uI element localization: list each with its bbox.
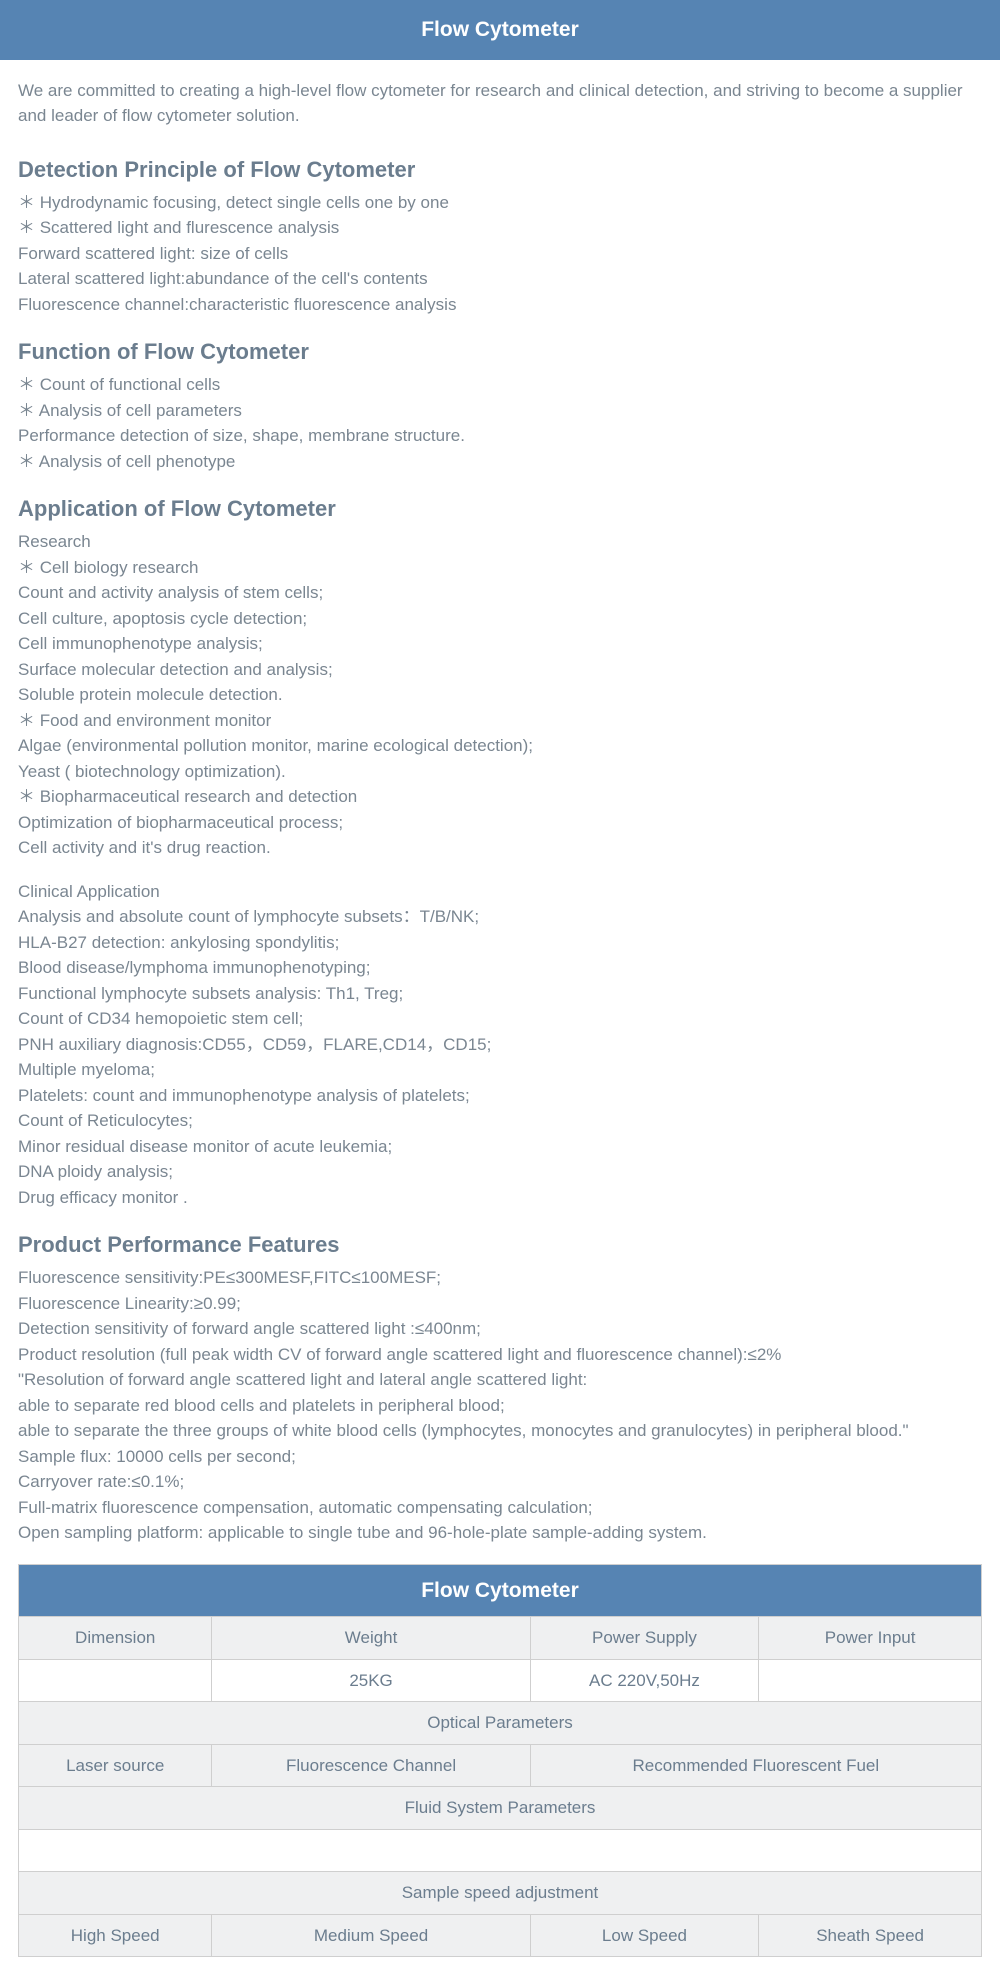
text-line: Product resolution (full peak width CV o… (18, 1342, 982, 1368)
text-line: Optimization of biopharmaceutical proces… (18, 810, 982, 836)
text-line: Yeast ( biotechnology optimization). (18, 759, 982, 785)
clinical-lines: Analysis and absolute count of lymphocyt… (18, 904, 982, 1210)
text-line: Analysis and absolute count of lymphocyt… (18, 904, 982, 930)
text-line: Detection sensitivity of forward angle s… (18, 1316, 982, 1342)
table-title: Flow Cytometer (19, 1564, 982, 1617)
text-line: able to separate red blood cells and pla… (18, 1393, 982, 1419)
table-cell: 25KG (212, 1659, 530, 1702)
text-line: ＊ Count of functional cells (18, 372, 982, 398)
text-line: Fluorescence sensitivity:PE≤300MESF,FITC… (18, 1265, 982, 1291)
banner-title: Flow Cytometer (421, 18, 579, 41)
text-line: ＊ Food and environment monitor (18, 708, 982, 734)
text-line: DNA ploidy analysis; (18, 1159, 982, 1185)
text-line: Cell immunophenotype analysis; (18, 631, 982, 657)
table-cell (19, 1829, 982, 1872)
text-line: Functional lymphocyte subsets analysis: … (18, 981, 982, 1007)
detection-section: Detection Principle of Flow Cytometer ＊ … (18, 153, 982, 318)
text-line: Multiple myeloma; (18, 1057, 982, 1083)
table-cell: Sample speed adjustment (19, 1872, 982, 1915)
table-cell: Dimension (19, 1617, 212, 1660)
text-line: Forward scattered light: size of cells (18, 241, 982, 267)
text-line: PNH auxiliary diagnosis:CD55，CD59，FLARE,… (18, 1032, 982, 1058)
performance-section: Product Performance Features Fluorescenc… (18, 1228, 982, 1546)
text-line: Sample flux: 10000 cells per second; (18, 1444, 982, 1470)
table-cell: Fluorescence Channel (212, 1744, 530, 1787)
detection-lines: ＊ Hydrodynamic focusing, detect single c… (18, 190, 982, 318)
application-section: Application of Flow Cytometer Research ＊… (18, 492, 982, 1210)
table-row: Optical Parameters (19, 1702, 982, 1745)
text-line: Count and activity analysis of stem cell… (18, 580, 982, 606)
text-line: Soluble protein molecule detection. (18, 682, 982, 708)
function-lines: ＊ Count of functional cells＊ Analysis of… (18, 372, 982, 474)
table-title-row: Flow Cytometer (19, 1564, 982, 1617)
text-line: Performance detection of size, shape, me… (18, 423, 982, 449)
table-cell: Optical Parameters (19, 1702, 982, 1745)
table-cell: Fluid System Parameters (19, 1787, 982, 1830)
text-line: "Resolution of forward angle scattered l… (18, 1367, 982, 1393)
table-row: Fluid System Parameters (19, 1787, 982, 1830)
table-row: Laser sourceFluorescence ChannelRecommen… (19, 1744, 982, 1787)
text-line: ＊ Analysis of cell phenotype (18, 449, 982, 475)
table-row: Sample speed adjustment (19, 1872, 982, 1915)
text-line: Drug efficacy monitor . (18, 1185, 982, 1211)
text-line: ＊ Analysis of cell parameters (18, 398, 982, 424)
text-line: ＊ Biopharmaceutical research and detecti… (18, 784, 982, 810)
table-row: High SpeedMedium SpeedLow SpeedSheath Sp… (19, 1914, 982, 1957)
text-line: Algae (environmental pollution monitor, … (18, 733, 982, 759)
table-cell: Medium Speed (212, 1914, 530, 1957)
text-line: Count of Reticulocytes; (18, 1108, 982, 1134)
text-line: Minor residual disease monitor of acute … (18, 1134, 982, 1160)
text-line: Fluorescence Linearity:≥0.99; (18, 1291, 982, 1317)
table-cell: AC 220V,50Hz (530, 1659, 759, 1702)
table-row: 25KGAC 220V,50Hz (19, 1659, 982, 1702)
table-cell: Laser source (19, 1744, 212, 1787)
research-label: Research (18, 529, 982, 555)
text-line: Platelets: count and immunophenotype ana… (18, 1083, 982, 1109)
application-heading: Application of Flow Cytometer (18, 492, 982, 525)
text-line: Surface molecular detection and analysis… (18, 657, 982, 683)
text-line: Full-matrix fluorescence compensation, a… (18, 1495, 982, 1521)
research-lines: ＊ Cell biology researchCount and activit… (18, 555, 982, 861)
text-line: HLA-B27 detection: ankylosing spondyliti… (18, 930, 982, 956)
table-cell: Recommended Fluorescent Fuel (530, 1744, 981, 1787)
table-row: DimensionWeightPower SupplyPower Input (19, 1617, 982, 1660)
text-line: Blood disease/lymphoma immunophenotyping… (18, 955, 982, 981)
performance-lines: Fluorescence sensitivity:PE≤300MESF,FITC… (18, 1265, 982, 1546)
text-line: Fluorescence channel:characteristic fluo… (18, 292, 982, 318)
page-banner: Flow Cytometer (0, 0, 1000, 60)
text-line: Lateral scattered light:abundance of the… (18, 266, 982, 292)
clinical-label: Clinical Application (18, 879, 982, 905)
content-area: We are committed to creating a high-leve… (0, 60, 1000, 1975)
text-line: Open sampling platform: applicable to si… (18, 1520, 982, 1546)
table-cell: Low Speed (530, 1914, 759, 1957)
table-cell: High Speed (19, 1914, 212, 1957)
table-cell: Power Input (759, 1617, 982, 1660)
table-cell (19, 1659, 212, 1702)
text-line: able to separate the three groups of whi… (18, 1418, 982, 1444)
table-cell: Weight (212, 1617, 530, 1660)
text-line: Count of CD34 hemopoietic stem cell; (18, 1006, 982, 1032)
table-cell: Sheath Speed (759, 1914, 982, 1957)
text-line: ＊ Cell biology research (18, 555, 982, 581)
function-section: Function of Flow Cytometer ＊ Count of fu… (18, 335, 982, 474)
text-line: Cell activity and it's drug reaction. (18, 835, 982, 861)
intro-text: We are committed to creating a high-leve… (18, 78, 982, 129)
text-line: Cell culture, apoptosis cycle detection; (18, 606, 982, 632)
table-row (19, 1829, 982, 1872)
text-line: ＊ Scattered light and flurescence analys… (18, 215, 982, 241)
table-cell: Power Supply (530, 1617, 759, 1660)
spec-table: Flow Cytometer DimensionWeightPower Supp… (18, 1564, 982, 1958)
text-line: Carryover rate:≤0.1%; (18, 1469, 982, 1495)
text-line: ＊ Hydrodynamic focusing, detect single c… (18, 190, 982, 216)
function-heading: Function of Flow Cytometer (18, 335, 982, 368)
performance-heading: Product Performance Features (18, 1228, 982, 1261)
detection-heading: Detection Principle of Flow Cytometer (18, 153, 982, 186)
table-cell (759, 1659, 982, 1702)
